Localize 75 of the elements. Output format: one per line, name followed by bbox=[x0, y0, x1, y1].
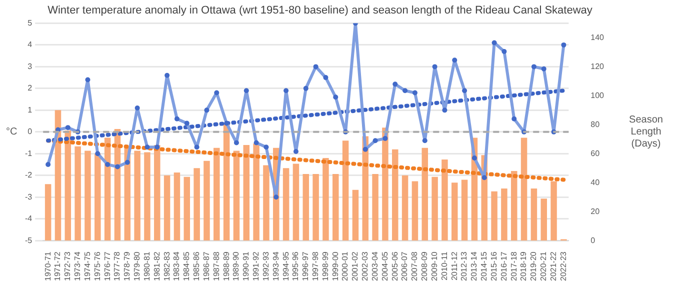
x-tick-label: 1986-87 bbox=[202, 251, 211, 281]
x-tick-label: 2019-20 bbox=[529, 251, 538, 281]
x-tick-label: 1998-99 bbox=[320, 251, 330, 281]
y2-axis-title: Season Length (Days) bbox=[629, 114, 663, 150]
y-tick-label: -4 bbox=[24, 214, 33, 224]
x-tick-label: 1992-93 bbox=[261, 251, 270, 281]
y-tick-label: 3 bbox=[28, 62, 33, 71]
y-tick-label: 5 bbox=[28, 18, 33, 28]
y2-tick-label: 0 bbox=[590, 236, 596, 245]
x-tick-label: 2001-02 bbox=[350, 251, 360, 281]
x-tick-label: 2009-10 bbox=[430, 251, 439, 281]
y2-tick-label: 140 bbox=[590, 32, 605, 42]
x-tick-label: 2011-12 bbox=[450, 251, 459, 280]
x-tick-label: 1990-91 bbox=[242, 251, 251, 281]
x-tick-label: 2007-08 bbox=[410, 251, 420, 281]
x-tick-label: 1983-84 bbox=[172, 251, 182, 281]
x-tick-label: 1977-78 bbox=[112, 251, 122, 281]
y2-tick-label: 80 bbox=[590, 120, 600, 129]
x-tick-label: 1997-98 bbox=[311, 251, 320, 281]
x-tick-label: 2021-22 bbox=[548, 251, 558, 281]
y-tick-label: 1 bbox=[28, 105, 33, 114]
x-tick-label: 2010-11 bbox=[440, 251, 449, 280]
x-tick-label: 1991-92 bbox=[252, 251, 261, 281]
x-tick-label: 1995-96 bbox=[291, 251, 300, 281]
x-tick-label: 1999-00 bbox=[330, 251, 340, 281]
x-tick-label: 1973-74 bbox=[73, 251, 82, 281]
y2-tick-label: 40 bbox=[590, 178, 600, 187]
y2-tick-label: 120 bbox=[590, 62, 605, 71]
x-tick-label: 2008-09 bbox=[420, 251, 430, 281]
x-tick-label: 1981-82 bbox=[152, 251, 162, 281]
x-tick-label: 2005-06 bbox=[390, 251, 400, 281]
x-tick-label: 1974-75 bbox=[82, 251, 92, 281]
x-tick-label: 1993-94 bbox=[271, 251, 280, 281]
x-tick-label: 2000-01 bbox=[340, 251, 350, 281]
x-tick-label: 1989-90 bbox=[232, 251, 241, 281]
x-tick-label: 1994-95 bbox=[281, 251, 290, 281]
x-tick-label: 2006-07 bbox=[400, 251, 410, 281]
x-tick-label: 2016-17 bbox=[499, 251, 508, 281]
x-tick-label: 2014-15 bbox=[480, 251, 489, 281]
y-tick-label: -1 bbox=[24, 148, 33, 158]
y-tick-label: 0 bbox=[28, 127, 33, 136]
x-tick-label: 2012-13 bbox=[460, 251, 469, 281]
chart-title: Winter temperature anomaly in Ottawa (wrt 1951-80 baseline) and season length of the Rideau Canal Skateway bbox=[48, 4, 593, 17]
x-tick-label: 1988-89 bbox=[222, 251, 231, 281]
x-tick-label: 1980-81 bbox=[142, 251, 152, 281]
y-tick-label: -5 bbox=[24, 236, 33, 245]
x-tick-label: 2002-03 bbox=[360, 251, 370, 281]
x-tick-label: 1982-83 bbox=[162, 251, 172, 281]
x-tick-label: 2013-14 bbox=[470, 251, 479, 281]
y2-tick-label: 20 bbox=[590, 206, 600, 216]
x-tick-label: 1975-76 bbox=[92, 251, 102, 281]
x-tick-label: 1984-85 bbox=[182, 251, 192, 281]
x-tick-label: 2004-05 bbox=[380, 251, 390, 281]
x-tick-label: 2017-18 bbox=[509, 251, 518, 281]
x-tick-label: 1979-80 bbox=[132, 251, 142, 281]
x-tick-label: 2003-04 bbox=[370, 251, 380, 281]
x-tick-label: 1971-72 bbox=[53, 251, 62, 281]
y-tick-label: -3 bbox=[24, 192, 33, 202]
x-tick-label: 1976-77 bbox=[102, 251, 112, 281]
x-tick-label: 1987-88 bbox=[212, 251, 221, 281]
x-tick-label: 1985-86 bbox=[192, 251, 202, 281]
x-tick-label: 1978-79 bbox=[122, 251, 132, 281]
y2-tick-label: 100 bbox=[590, 90, 605, 100]
y-axis-title: °C bbox=[6, 126, 18, 138]
x-tick-label: 2022-23 bbox=[558, 251, 568, 281]
x-tick-label: 2018-19 bbox=[519, 251, 528, 281]
x-tick-label: 1970-71 bbox=[43, 251, 52, 281]
y-tick-label: 4 bbox=[28, 40, 33, 50]
x-tick-label: 2015-16 bbox=[489, 251, 498, 281]
x-tick-label: 1972-73 bbox=[63, 251, 72, 281]
x-tick-label: 1996-97 bbox=[301, 251, 310, 281]
y-tick-label: 2 bbox=[28, 84, 33, 93]
x-tick-label: 2020-21 bbox=[539, 251, 548, 281]
y2-tick-label: 60 bbox=[590, 148, 600, 158]
y-tick-label: -2 bbox=[24, 170, 33, 180]
